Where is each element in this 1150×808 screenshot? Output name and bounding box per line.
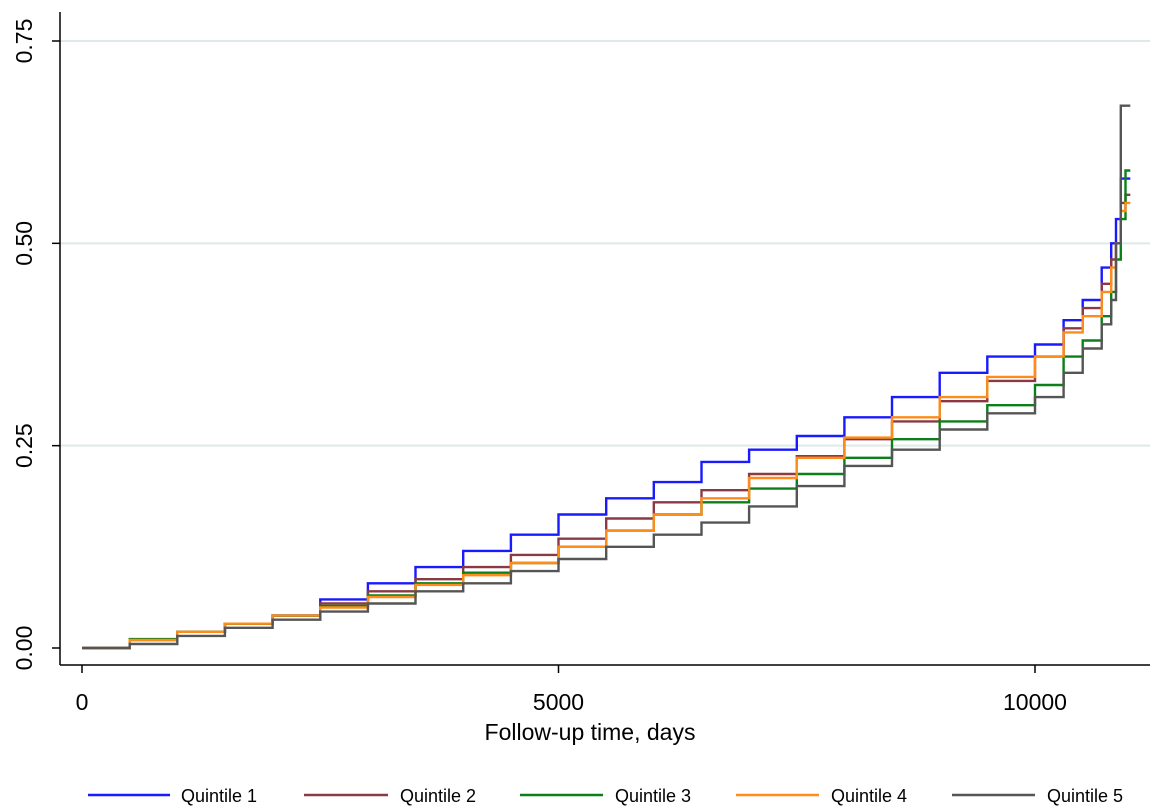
gridlines: [60, 40, 1150, 447]
series-line-quintile-3: [82, 169, 1131, 650]
x-axis-title: Follow-up time, days: [485, 719, 696, 745]
y-tick-label: 0.00: [11, 626, 37, 671]
legend: Quintile 1 Quintile 2 Quintile 3 Quintile 4…: [88, 786, 1123, 806]
legend-item-quintile-4: Quintile 4: [736, 786, 907, 806]
legend-label: Quintile 4: [831, 786, 907, 806]
series-line-quintile-5: [82, 104, 1131, 650]
legend-item-quintile-1: Quintile 1: [88, 786, 257, 806]
legend-label: Quintile 1: [181, 786, 257, 806]
x-tick-label: 5000: [533, 689, 584, 715]
legend-label: Quintile 5: [1047, 786, 1123, 806]
legend-item-quintile-3: Quintile 3: [520, 786, 691, 806]
legend-label: Quintile 2: [400, 786, 476, 806]
series-line-quintile-1: [82, 177, 1131, 650]
y-tick-label: 0.50: [11, 221, 37, 266]
legend-item-quintile-2: Quintile 2: [304, 786, 476, 806]
y-tick-label: 0.75: [11, 19, 37, 64]
series-line-quintile-4: [82, 201, 1131, 650]
y-tick-label: 0.25: [11, 423, 37, 468]
x-tick-label: 0: [76, 689, 89, 715]
x-tick-label: 10000: [1003, 689, 1067, 715]
axes: 0.00 0.25 0.50 0.75 0 5000 10000: [11, 12, 1150, 715]
legend-item-quintile-5: Quintile 5: [952, 786, 1123, 806]
series-lines: [82, 104, 1131, 650]
legend-label: Quintile 3: [615, 786, 691, 806]
